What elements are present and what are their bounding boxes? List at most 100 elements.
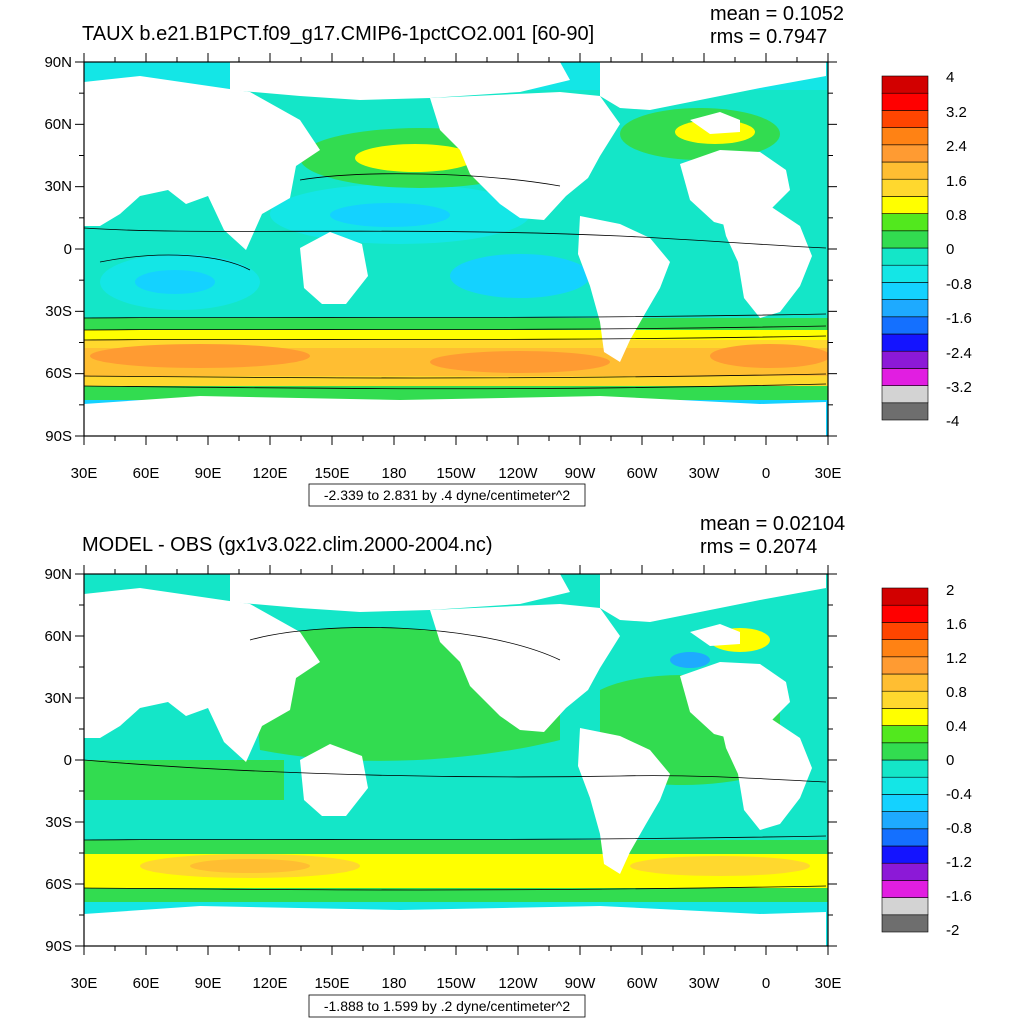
field-band (84, 340, 828, 348)
colorbar-label: 1.6 (946, 173, 967, 190)
colorbar-label: 2.4 (946, 138, 967, 155)
lon-tick-label: 60W (627, 465, 659, 482)
lon-tick-label: 150W (436, 975, 476, 992)
colorbar-swatch (881, 75, 929, 94)
field-band (84, 376, 828, 386)
colorbar-swatch (881, 828, 929, 847)
lon-tick-label: 150E (314, 975, 349, 992)
colorbar-swatch (881, 144, 929, 163)
colorbar-swatch (881, 264, 929, 283)
lon-tick-label: 30W (689, 465, 721, 482)
colorbar-swatch (881, 880, 929, 898)
colorbar-label: -2.4 (946, 345, 972, 362)
lon-tick-label: 90W (565, 465, 597, 482)
lat-tick-label: 30S (45, 303, 72, 320)
info-box-text: -2.339 to 2.831 by .4 dyne/centimeter^2 (324, 487, 570, 503)
colorbar-swatch (881, 230, 929, 249)
colorbar-label: -0.8 (946, 276, 972, 293)
colorbar-label: -3.2 (946, 379, 972, 396)
panel-bottom: MODEL - OBS (gx1v3.022.clim.2000-2004.nc… (44, 513, 972, 1018)
lat-tick-label: 90N (44, 54, 72, 71)
colorbar-label: 0.8 (946, 684, 967, 701)
lat-tick-label: 90S (45, 938, 72, 955)
colorbar-label: -0.8 (946, 820, 972, 837)
info-box (308, 994, 586, 1018)
lat-tick-label: 0 (64, 241, 72, 258)
colorbar-label: -1.6 (946, 310, 972, 327)
lat-tick-label: 60S (45, 876, 72, 893)
field-core (670, 652, 710, 668)
lon-tick-label: 90W (565, 975, 597, 992)
lat-tick-label: 60S (45, 365, 72, 382)
colorbar-swatch (881, 690, 929, 709)
land-mask (84, 62, 826, 436)
colorbar-swatch (881, 673, 929, 692)
lat-tick-label: 30S (45, 814, 72, 831)
colorbar-label: 0.8 (946, 207, 967, 224)
field-core (330, 203, 450, 227)
colorbar-labels: 2 1.6 1.2 0.8 0.4 0 -0.4 -0.8 -1.2 -1.6 … (946, 582, 972, 939)
lon-tick-label: 120W (498, 465, 538, 482)
colorbar-label: 0 (946, 752, 954, 769)
colorbar-swatch (881, 725, 929, 744)
lon-axis: 30E 60E 90E 120E 150E 180 150W 120W 90W … (71, 975, 842, 992)
colorbar-swatch (881, 350, 929, 369)
field-core (90, 344, 310, 368)
lat-axis: 90N 60N 30N 0 30S 60S 90S (44, 566, 72, 955)
colorbar-swatch (881, 776, 929, 795)
panel-top: TAUX b.e21.B1PCT.f09_g17.CMIP6-1pctCO2.0… (44, 3, 972, 507)
colorbar-swatch (881, 368, 929, 386)
colorbar-swatch (881, 213, 929, 232)
colorbar-labels: 4 3.2 2.4 1.6 0.8 0 -0.8 -1.6 -2.4 -3.2 … (946, 69, 972, 430)
colorbar-swatch (881, 759, 929, 778)
colorbar-swatch (881, 845, 929, 864)
field-band (84, 386, 828, 400)
colorbar (881, 587, 929, 933)
lon-tick-label: 150E (314, 465, 349, 482)
map-field (84, 62, 828, 436)
axis-ticks (75, 53, 837, 445)
field-band (84, 888, 828, 902)
field-core (135, 270, 215, 294)
lon-tick-label: 90E (195, 465, 222, 482)
colorbar-label: -4 (946, 413, 959, 430)
colorbar-swatch (881, 639, 929, 658)
lon-tick-label: 60E (133, 975, 160, 992)
lon-axis: 30E 60E 90E 120E 150E 180 150W 120W 90W … (71, 465, 842, 482)
colorbar-swatch (881, 299, 929, 318)
colorbar-swatch (881, 794, 929, 812)
colorbar-swatch (881, 402, 929, 421)
rms-label: rms = 0.2074 (700, 536, 817, 558)
lon-tick-label: 30E (71, 465, 98, 482)
panel-title: MODEL - OBS (gx1v3.022.clim.2000-2004.nc… (82, 534, 493, 556)
lon-tick-label: 120E (252, 975, 287, 992)
colorbar-swatch (881, 385, 929, 404)
colorbar-swatch (881, 127, 929, 146)
lon-tick-label: 120W (498, 975, 538, 992)
field-core (190, 859, 310, 873)
colorbar-label: 4 (946, 69, 954, 86)
field-band (84, 840, 828, 854)
colorbar-swatch (881, 587, 929, 606)
info-box-text: -1.888 to 1.599 by .2 dyne/centimeter^2 (324, 998, 570, 1014)
lon-tick-label: 30E (815, 465, 842, 482)
colorbar-swatch (881, 897, 929, 916)
colorbar-swatch (881, 282, 929, 300)
field-band (84, 330, 828, 340)
colorbar-label: -1.2 (946, 854, 972, 871)
lat-tick-label: 60N (44, 116, 72, 133)
colorbar-swatch (881, 914, 929, 933)
colorbar-label: -1.6 (946, 888, 972, 905)
lat-tick-label: 90N (44, 566, 72, 583)
lon-tick-label: 60W (627, 975, 659, 992)
lon-tick-label: 90E (195, 975, 222, 992)
lon-tick-label: 30E (71, 975, 98, 992)
colorbar-swatch (881, 316, 929, 335)
lon-tick-label: 150W (436, 465, 476, 482)
lat-axis: 90N 60N 30N 0 30S 60S 90S (44, 54, 72, 445)
lat-tick-label: 0 (64, 752, 72, 769)
colorbar-swatch (881, 811, 929, 830)
colorbar-label: 0.4 (946, 718, 967, 735)
field-core (355, 144, 475, 172)
